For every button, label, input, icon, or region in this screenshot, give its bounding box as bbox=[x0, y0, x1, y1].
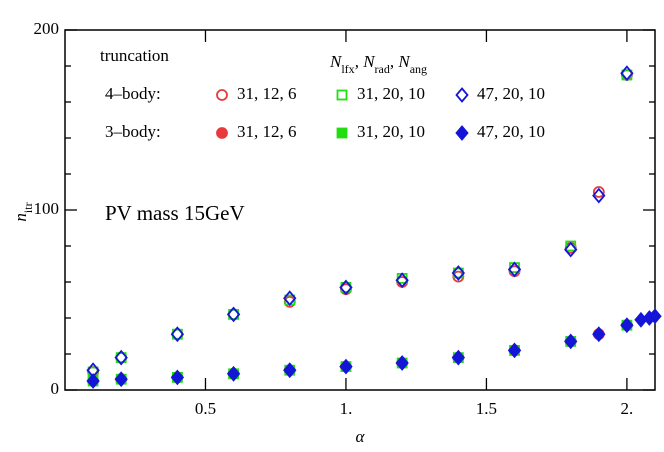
data-point bbox=[507, 342, 522, 359]
legend-header-sub: ang bbox=[410, 62, 427, 76]
data-point bbox=[283, 290, 297, 307]
data-point bbox=[507, 261, 522, 278]
data-point bbox=[620, 65, 634, 82]
data-point bbox=[564, 333, 578, 350]
data-point bbox=[565, 240, 577, 252]
legend-title: truncation bbox=[100, 46, 169, 65]
data-point bbox=[114, 371, 128, 388]
x-axis-label: α bbox=[356, 427, 366, 446]
legend-marker bbox=[455, 87, 469, 103]
legend-label: 31, 12, 6 bbox=[237, 122, 297, 141]
data-point bbox=[114, 349, 128, 366]
y-axis-label: nitr bbox=[11, 202, 35, 221]
legend-header-sub: lfx bbox=[341, 62, 354, 76]
y-tick-label: 200 bbox=[34, 19, 60, 38]
data-point bbox=[170, 369, 185, 386]
legend-marker bbox=[455, 125, 469, 141]
data-point bbox=[648, 308, 662, 325]
data-point bbox=[226, 365, 241, 382]
data-point bbox=[395, 355, 409, 371]
y-tick-label: 100 bbox=[34, 199, 60, 218]
legend-marker bbox=[336, 127, 348, 139]
data-point bbox=[620, 317, 634, 334]
legend-header-main: , N bbox=[355, 52, 377, 71]
legend-label: 31, 20, 10 bbox=[357, 84, 425, 103]
data-point bbox=[592, 186, 605, 198]
y-tick-label: 0 bbox=[51, 379, 60, 398]
data-point bbox=[395, 272, 409, 289]
legend-header-sub: rad bbox=[375, 62, 390, 76]
legend-label: 31, 12, 6 bbox=[237, 84, 297, 103]
y-axis-label-sub: itr bbox=[21, 202, 35, 213]
data-point bbox=[339, 279, 353, 296]
data-point bbox=[564, 241, 578, 258]
data-point bbox=[451, 265, 466, 281]
data-point bbox=[592, 326, 606, 343]
legend-marker bbox=[216, 127, 228, 139]
legend-header-main: N bbox=[329, 52, 343, 71]
legend-marker bbox=[336, 89, 348, 101]
legend-label: 47, 20, 10 bbox=[477, 84, 545, 103]
data-point bbox=[592, 187, 606, 204]
x-tick-label: 2. bbox=[621, 399, 634, 418]
y-axis-label-main: n bbox=[11, 213, 30, 222]
data-point bbox=[451, 349, 466, 366]
legend-header-main: , N bbox=[390, 52, 412, 71]
data-point bbox=[170, 326, 185, 343]
x-tick-label: 0.5 bbox=[195, 399, 216, 418]
legend-marker bbox=[216, 89, 228, 101]
legend-label: 47, 20, 10 bbox=[477, 122, 545, 141]
legend-label: 31, 20, 10 bbox=[357, 122, 425, 141]
annotation: PV mass 15GeV bbox=[105, 201, 245, 225]
data-point bbox=[86, 373, 100, 389]
data-point bbox=[226, 306, 241, 323]
x-tick-label: 1.5 bbox=[476, 399, 497, 418]
legend-header: Nlfx, Nrad, Nang bbox=[329, 52, 427, 76]
data-point bbox=[339, 358, 353, 375]
x-tick-label: 1. bbox=[340, 399, 353, 418]
legend-row-label: 3–body: bbox=[105, 122, 161, 141]
legend-row-label: 4–body: bbox=[105, 84, 161, 103]
data-point bbox=[283, 362, 297, 379]
